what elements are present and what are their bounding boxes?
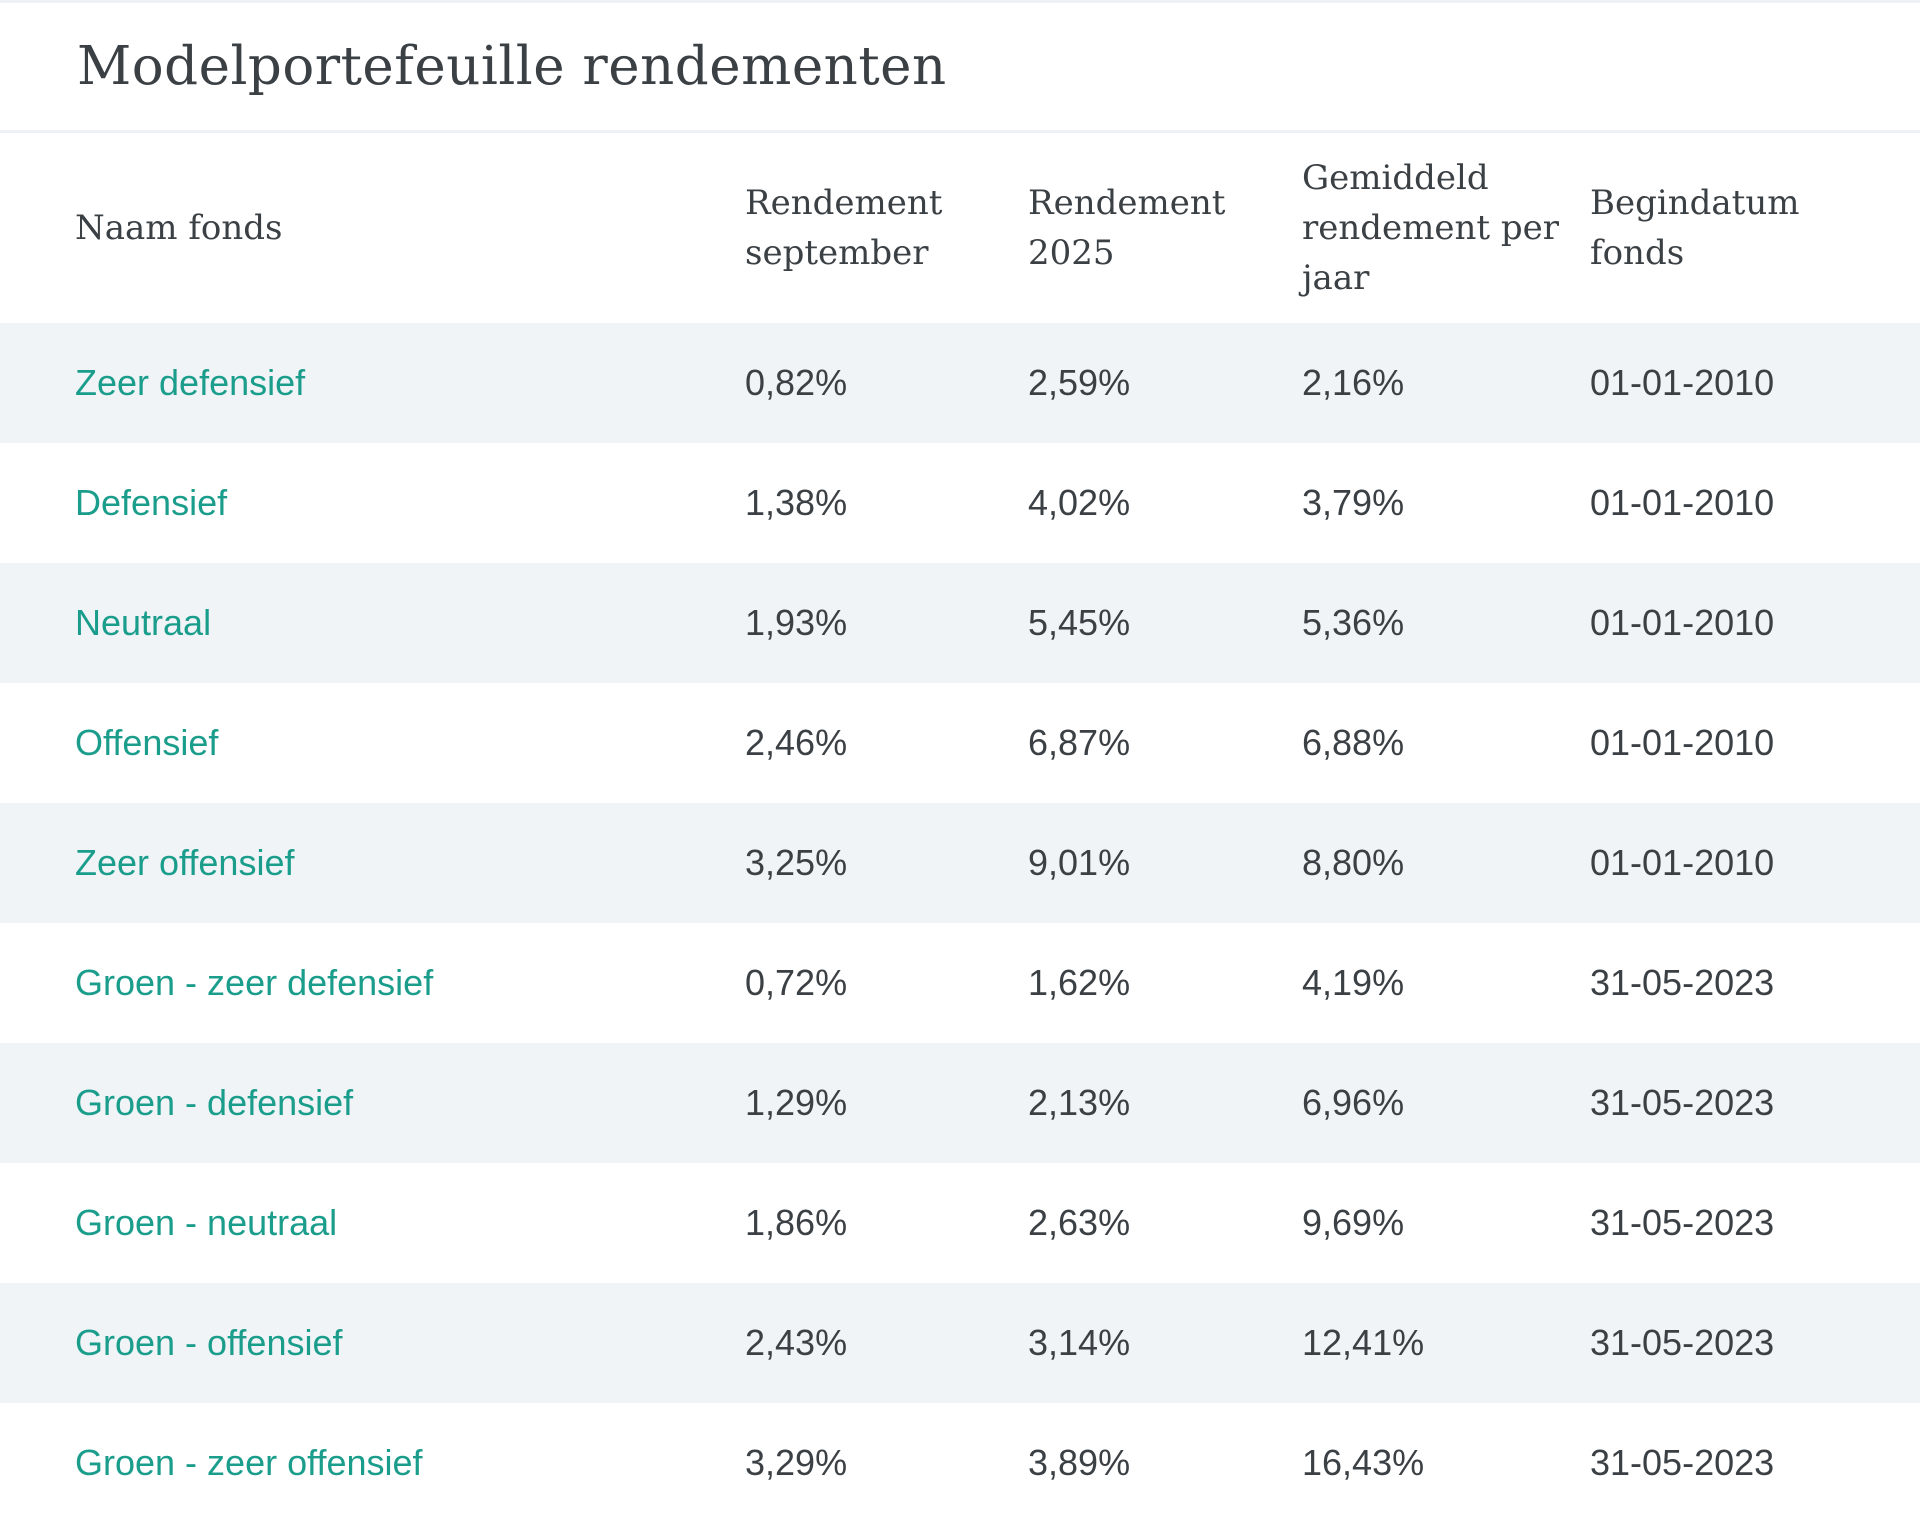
fund-link[interactable]: Groen - neutraal <box>75 1202 338 1243</box>
rendement-2025-cell: 5,45% <box>1028 602 1131 643</box>
fund-link[interactable]: Neutraal <box>75 602 212 643</box>
rendement-september-cell: 1,86% <box>745 1202 848 1243</box>
table-row: Defensief 1,38% 4,02% 3,79% 01-01-2010 <box>0 443 1920 563</box>
fund-link[interactable]: Zeer defensief <box>75 362 306 403</box>
rendement-september-cell: 2,46% <box>745 722 848 763</box>
table-header-row: Naam fonds Rendement september Rendement… <box>0 133 1920 323</box>
table-body: Zeer defensief 0,82% 2,59% 2,16% 01-01-2… <box>0 323 1920 1523</box>
begindatum-cell: 01-01-2010 <box>1590 482 1775 523</box>
table-row: Groen - neutraal 1,86% 2,63% 9,69% 31-05… <box>0 1163 1920 1283</box>
rendement-september-cell: 1,93% <box>745 602 848 643</box>
column-header-gemiddeld-rendement: Gemiddeld rendement per jaar <box>1302 158 1560 298</box>
rendement-2025-cell: 2,63% <box>1028 1202 1131 1243</box>
rendement-2025-cell: 3,89% <box>1028 1442 1131 1483</box>
begindatum-cell: 31-05-2023 <box>1590 1202 1775 1243</box>
page-title: Modelportefeuille rendementen <box>77 36 947 97</box>
gemiddeld-rendement-cell: 12,41% <box>1302 1322 1425 1363</box>
rendement-2025-cell: 2,13% <box>1028 1082 1131 1123</box>
table-row: Groen - zeer offensief 3,29% 3,89% 16,43… <box>0 1403 1920 1523</box>
rendement-2025-cell: 3,14% <box>1028 1322 1131 1363</box>
gemiddeld-rendement-cell: 2,16% <box>1302 362 1405 403</box>
gemiddeld-rendement-cell: 8,80% <box>1302 842 1405 883</box>
gemiddeld-rendement-cell: 5,36% <box>1302 602 1405 643</box>
table-row: Groen - defensief 1,29% 2,13% 6,96% 31-0… <box>0 1043 1920 1163</box>
returns-table: Naam fonds Rendement september Rendement… <box>0 133 1920 1523</box>
table-row: Groen - offensief 2,43% 3,14% 12,41% 31-… <box>0 1283 1920 1403</box>
fund-link[interactable]: Groen - offensief <box>75 1322 343 1363</box>
column-header-naam-fonds: Naam fonds <box>75 208 283 248</box>
rendement-2025-cell: 9,01% <box>1028 842 1131 883</box>
rendement-september-cell: 0,82% <box>745 362 848 403</box>
gemiddeld-rendement-cell: 9,69% <box>1302 1202 1405 1243</box>
gemiddeld-rendement-cell: 3,79% <box>1302 482 1405 523</box>
begindatum-cell: 31-05-2023 <box>1590 1082 1775 1123</box>
table-row: Offensief 2,46% 6,87% 6,88% 01-01-2010 <box>0 683 1920 803</box>
rendement-september-cell: 3,25% <box>745 842 848 883</box>
column-header-rendement-2025: Rendement 2025 <box>1028 183 1226 273</box>
rendement-september-cell: 1,29% <box>745 1082 848 1123</box>
table-row: Neutraal 1,93% 5,45% 5,36% 01-01-2010 <box>0 563 1920 683</box>
rendement-september-cell: 0,72% <box>745 962 848 1003</box>
fund-link[interactable]: Groen - defensief <box>75 1082 354 1123</box>
rendement-september-cell: 2,43% <box>745 1322 848 1363</box>
begindatum-cell: 01-01-2010 <box>1590 362 1775 403</box>
table-row: Zeer offensief 3,25% 9,01% 8,80% 01-01-2… <box>0 803 1920 923</box>
rendement-2025-cell: 1,62% <box>1028 962 1131 1003</box>
fund-link[interactable]: Defensief <box>75 482 228 523</box>
rendement-2025-cell: 6,87% <box>1028 722 1131 763</box>
table-row: Zeer defensief 0,82% 2,59% 2,16% 01-01-2… <box>0 323 1920 443</box>
table-row: Groen - zeer defensief 0,72% 1,62% 4,19%… <box>0 923 1920 1043</box>
fund-link[interactable]: Groen - zeer offensief <box>75 1442 423 1483</box>
column-header-rendement-september: Rendement september <box>745 183 943 273</box>
gemiddeld-rendement-cell: 4,19% <box>1302 962 1405 1003</box>
begindatum-cell: 01-01-2010 <box>1590 722 1775 763</box>
title-divider <box>0 130 1920 133</box>
gemiddeld-rendement-cell: 16,43% <box>1302 1442 1425 1483</box>
fund-link[interactable]: Zeer offensief <box>75 842 295 883</box>
fund-link[interactable]: Offensief <box>75 722 219 763</box>
fund-link[interactable]: Groen - zeer defensief <box>75 962 434 1003</box>
gemiddeld-rendement-cell: 6,88% <box>1302 722 1405 763</box>
begindatum-cell: 01-01-2010 <box>1590 602 1775 643</box>
gemiddeld-rendement-cell: 6,96% <box>1302 1082 1405 1123</box>
begindatum-cell: 31-05-2023 <box>1590 1322 1775 1363</box>
begindatum-cell: 31-05-2023 <box>1590 1442 1775 1483</box>
title-bar: Modelportefeuille rendementen <box>0 3 1920 130</box>
begindatum-cell: 31-05-2023 <box>1590 962 1775 1003</box>
rendement-september-cell: 1,38% <box>745 482 848 523</box>
rendement-2025-cell: 4,02% <box>1028 482 1131 523</box>
top-border-strip <box>0 0 1920 3</box>
rendement-september-cell: 3,29% <box>745 1442 848 1483</box>
column-header-begindatum-fonds: Begindatum fonds <box>1590 183 1800 273</box>
begindatum-cell: 01-01-2010 <box>1590 842 1775 883</box>
rendement-2025-cell: 2,59% <box>1028 362 1131 403</box>
